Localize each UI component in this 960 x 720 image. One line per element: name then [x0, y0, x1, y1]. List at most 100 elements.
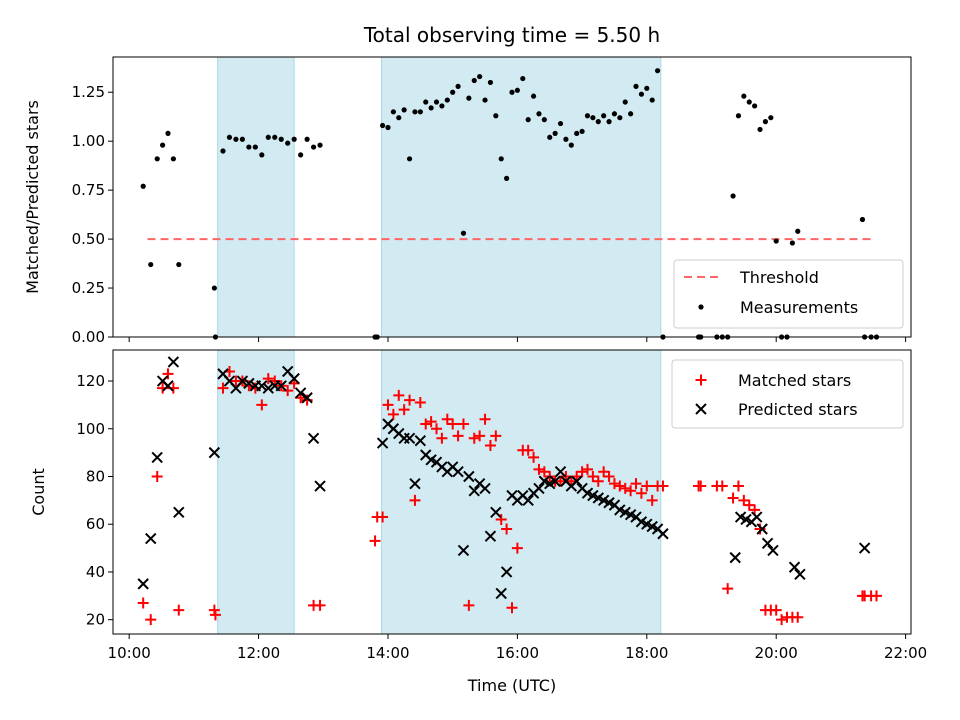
measurement-point: [460, 230, 467, 236]
measurement-point: [611, 111, 618, 117]
predicted-star-marker: [533, 482, 545, 495]
matched-star-marker: [425, 416, 437, 428]
measurement-point: [466, 95, 472, 101]
bottom-x-axis: 10:00 12:00 14:00 16:00 18:00 20:00 22:00: [108, 634, 927, 662]
predicted-star-marker: [794, 568, 806, 581]
measurement-point: [741, 93, 747, 99]
matched-star-marker: [646, 494, 658, 506]
measurement-point: [757, 126, 763, 133]
bottom-legend: Matched stars Predicted stars: [671, 359, 904, 429]
measurement-point: [633, 83, 639, 89]
matched-star-marker: [256, 399, 268, 411]
predicted-star-marker: [761, 537, 774, 550]
measurement-point: [514, 87, 520, 93]
predicted-star-marker: [288, 372, 300, 385]
predicted-star-marker: [162, 380, 174, 392]
matched-star-marker: [314, 599, 326, 611]
matched-star-marker: [776, 614, 788, 626]
matched-star-marker: [501, 523, 513, 535]
measurement-point: [584, 113, 591, 119]
measurement-point: [638, 91, 645, 97]
predicted-star-marker: [463, 470, 475, 483]
matched-star-marker: [625, 485, 637, 497]
predicted-star-marker: [414, 434, 427, 447]
measurement-point: [525, 117, 531, 123]
legend-matched-swatch: [695, 374, 707, 386]
measurement-point: [220, 148, 226, 154]
matched-star-marker: [209, 609, 221, 621]
measurement-point: [654, 68, 661, 74]
matched-star-marker: [457, 418, 469, 430]
matched-star-marker: [369, 535, 381, 547]
y-tick-label: 0.75: [72, 181, 105, 199]
bottom-y-axis-label: Count: [29, 468, 48, 516]
measurement-point: [252, 144, 258, 150]
matched-star-marker: [630, 478, 642, 490]
y-tick-label: 1.00: [72, 132, 105, 150]
matched-star-marker: [495, 513, 507, 525]
predicted-star-marker: [314, 480, 326, 492]
measurement-point: [317, 142, 323, 148]
y-tick-label: 0.25: [72, 279, 105, 297]
legend-matched-label: Matched stars: [738, 371, 851, 390]
matched-star-marker: [377, 511, 389, 523]
predicted-star-marker: [490, 506, 502, 518]
measurement-point: [285, 140, 291, 146]
measurement-point: [482, 97, 488, 103]
measurement-point: [428, 105, 434, 111]
matched-star-marker: [137, 597, 149, 609]
y-tick-label: 120: [76, 372, 105, 390]
matched-star-marker: [490, 430, 502, 442]
predicted-star-marker: [751, 511, 763, 523]
measurement-point: [176, 261, 182, 268]
top-y-axis: 0.00 0.25 0.50 0.75 1.00 1.25: [72, 83, 113, 346]
predicted-star-marker: [788, 561, 801, 573]
y-tick-label: 20: [86, 611, 105, 629]
measurement-point: [310, 144, 317, 150]
matched-star-marker: [695, 480, 707, 492]
measurement-point: [211, 285, 217, 291]
legend-box: [673, 259, 904, 329]
measurement-point: [487, 79, 494, 86]
measurement-point: [291, 136, 297, 142]
top-axes-frame: [112, 56, 912, 338]
matched-star-marker: [635, 487, 647, 499]
measurement-point: [574, 130, 580, 136]
measurement-point: [423, 99, 429, 105]
matched-star-marker: [387, 408, 399, 420]
measurement-point: [552, 130, 558, 136]
matched-star-marker: [468, 432, 480, 444]
predicted-star-marker: [151, 451, 163, 464]
legend-threshold-label: Threshold: [739, 268, 819, 287]
matched-star-marker: [484, 439, 496, 451]
bottom-shaded-intervals: [217, 349, 662, 635]
measurement-point: [563, 136, 569, 142]
predicted-star-marker: [452, 466, 464, 478]
measurement-point: [140, 183, 146, 189]
measurement-point: [752, 103, 758, 109]
matched-star-marker: [592, 475, 604, 487]
matched-star-marker: [641, 480, 653, 492]
x-axis-label: Time (UTC): [467, 676, 556, 695]
measurement-point: [789, 240, 795, 246]
matched-star-marker: [770, 604, 782, 616]
matched-star-marker: [528, 451, 540, 463]
measurement-point: [433, 99, 440, 105]
measurement-point: [379, 122, 386, 129]
measurement-point: [595, 119, 601, 125]
measurement-point: [762, 119, 769, 125]
measurement-point: [278, 136, 284, 142]
matched-star-marker: [463, 599, 475, 611]
measurement-point: [520, 75, 526, 82]
top-panel-ratio: 0.00 0.25 0.50 0.75 1.00 1.25 Matched/Predict…: [23, 56, 912, 346]
matched-star-marker: [619, 482, 631, 494]
matched-star-marker: [511, 542, 523, 554]
predicted-star-marker: [145, 532, 157, 545]
matched-star-marker: [544, 470, 556, 482]
matched-star-marker: [474, 430, 486, 442]
measurement-point: [644, 85, 650, 91]
matched-star-marker: [173, 604, 185, 616]
x-tick-label: 10:00: [108, 644, 151, 662]
measurement-point: [417, 109, 423, 115]
measurement-point: [536, 111, 542, 117]
